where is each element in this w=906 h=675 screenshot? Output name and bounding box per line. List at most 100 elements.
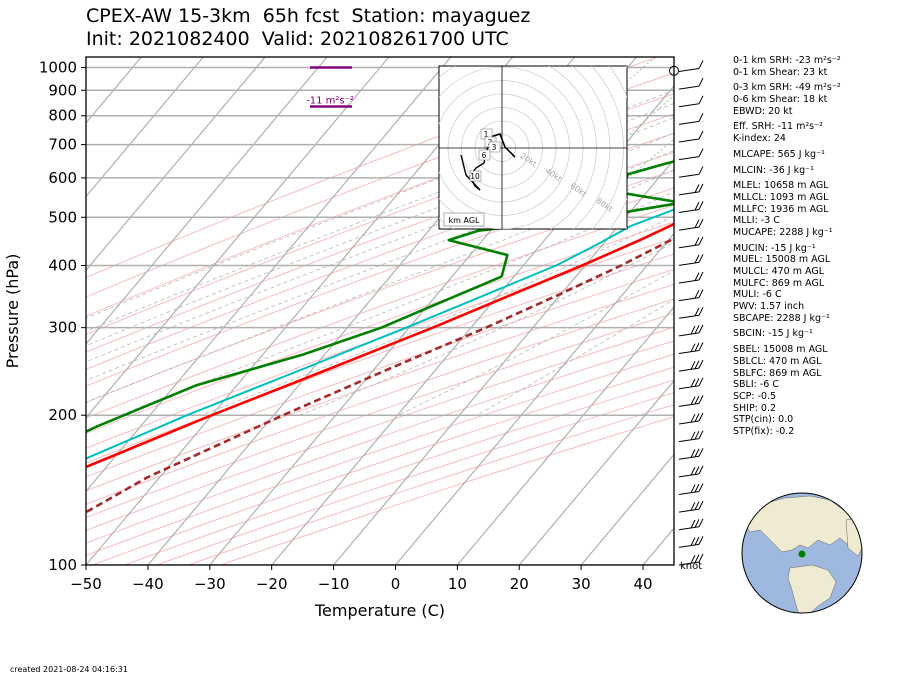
isotherm — [518, 379, 674, 565]
station-marker — [798, 550, 806, 558]
stat-line: 0-3 km SRH: -49 m²s⁻² — [733, 82, 841, 94]
stat-line: MUCAPE: 2288 J kg⁻¹ — [733, 226, 833, 238]
wind-barb-flag — [690, 537, 696, 546]
isotherm — [86, 57, 204, 198]
y-tick-label: 600 — [48, 169, 77, 187]
mixing-ratio-line — [840, 57, 906, 178]
wind-barb-flag — [690, 484, 696, 493]
wind-barb-flag — [698, 500, 704, 510]
wind-barb — [678, 244, 700, 249]
dry-adiabat — [86, 268, 674, 478]
stat-line: SCP: -0.5 — [733, 390, 777, 402]
wind-barb-flag — [694, 342, 700, 352]
stat-line: PWV: 1.57 inch — [733, 301, 805, 313]
stat-line: MLCIN: -36 J kg⁻¹ — [733, 164, 814, 176]
stat-line: MUCIN: -15 J kg⁻¹ — [733, 242, 816, 254]
dry-adiabat — [86, 187, 674, 403]
globe-locator — [741, 492, 863, 614]
wind-barb-flag — [698, 465, 704, 475]
wind-barb-flag — [694, 272, 700, 281]
stat-line: K-index: 24 — [733, 133, 786, 145]
dry-adiabat — [86, 326, 674, 531]
stat-line: SBLCL: 470 m AGL — [733, 355, 822, 367]
wind-barbs — [678, 60, 704, 566]
created-timestamp: created 2021-08-24 04:16:31 — [10, 665, 128, 674]
dry-adiabat — [86, 253, 674, 464]
wind-barb — [678, 543, 700, 548]
wind-barb — [678, 473, 700, 478]
dry-adiabat — [86, 340, 674, 544]
wind-barb-flag — [690, 343, 696, 352]
x-tick-label: −10 — [318, 575, 350, 593]
stat-line: MLLI: -3 C — [733, 215, 780, 227]
isotherm — [456, 306, 674, 565]
wind-barb-flag — [698, 271, 704, 281]
x-tick-label: 10 — [448, 575, 467, 593]
plot-frame — [85, 56, 675, 566]
stat-line: 0-1 km SRH: -23 m²s⁻² — [733, 55, 841, 66]
wind-barb — [678, 402, 700, 407]
wind-barb-flag — [694, 325, 700, 334]
stat-line: MULI: -6 C — [733, 289, 782, 301]
wind-barb-flag — [694, 554, 700, 563]
wind-barb-flag — [698, 430, 704, 439]
wind-barb — [678, 138, 700, 143]
wind-barb-flag — [690, 361, 696, 370]
isotherm — [86, 57, 266, 272]
stat-line: SBCAPE: 2288 J kg⁻¹ — [733, 312, 830, 324]
wind-barb-flag — [698, 148, 704, 157]
wind-barb-flag — [698, 307, 704, 316]
wind-barb-flag — [698, 342, 704, 351]
x-tick-label: −40 — [132, 575, 164, 593]
moist-adiabat — [86, 169, 674, 403]
wind-barb-flag — [694, 466, 700, 475]
dry-adiabat — [86, 283, 674, 492]
y-tick-label: 700 — [48, 136, 77, 154]
wind-barb — [678, 85, 700, 90]
stat-line: 0-6 km Shear: 18 kt — [733, 94, 828, 106]
stat-line: MULFC: 869 m AGL — [733, 277, 825, 289]
wind-barb — [678, 350, 700, 354]
wind-barb-flag — [698, 377, 704, 387]
wind-barb-flag — [698, 289, 704, 298]
wind-barb — [678, 385, 700, 390]
wind-barb-flag — [694, 201, 700, 211]
hodograph-height-box — [469, 170, 482, 182]
wind-barb — [678, 226, 700, 231]
wind-barb — [678, 420, 700, 425]
x-tick-label: −20 — [256, 575, 288, 593]
wind-barb — [678, 191, 700, 196]
dry-adiabat — [86, 312, 674, 519]
x-tick-label: −30 — [194, 575, 226, 593]
stat-line: EBWD: 20 kt — [733, 105, 793, 117]
y-tick-label: 400 — [48, 256, 77, 274]
wind-barb-flag — [694, 483, 700, 493]
wind-barb — [678, 173, 700, 178]
dry-adiabat — [86, 204, 674, 419]
wind-barb-flag — [698, 254, 704, 263]
wind-barb-flag — [698, 130, 704, 140]
wind-barb-flag — [690, 396, 696, 405]
wind-barb-flag — [698, 412, 704, 422]
wind-barb — [678, 561, 700, 566]
wind-barb — [678, 526, 700, 531]
y-tick-label: 100 — [48, 556, 77, 574]
wind-barb — [678, 261, 700, 266]
wind-barb — [678, 156, 700, 161]
isotherm — [333, 158, 674, 565]
stat-line: MUEL: 15008 m AGL — [733, 254, 831, 266]
dry-adiabat — [86, 298, 674, 505]
hodograph-units-label: km AGL — [449, 216, 481, 225]
stat-line: Eff. SRH: -11 m²s⁻² — [733, 121, 823, 133]
hodograph-height-box — [478, 149, 491, 161]
wind-barb-flag — [694, 501, 700, 510]
isotherm — [86, 57, 328, 345]
isotherm — [395, 232, 674, 565]
wind-barb — [678, 279, 700, 284]
calm-wind-circle — [669, 65, 679, 76]
hodograph-height-label: 6 — [482, 151, 487, 160]
stats-panel: 0-1 km SRH: -23 m²s⁻² 0-1 km Shear: 23 kt… — [733, 55, 841, 439]
wind-barb — [678, 103, 700, 108]
hodograph: 20kt40kt60kt80kt123610km AGL — [438, 65, 628, 230]
hodograph-height-label: 10 — [470, 172, 480, 181]
